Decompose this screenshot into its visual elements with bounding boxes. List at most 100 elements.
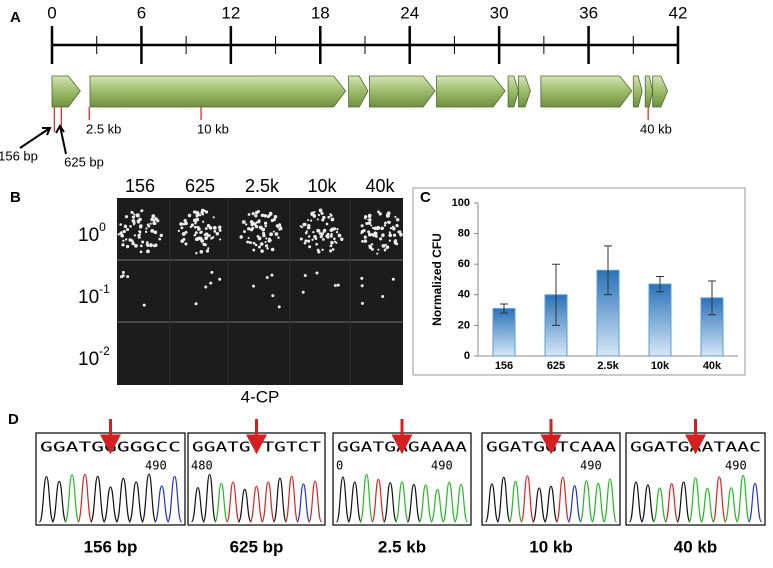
- scale-label: 0: [47, 3, 56, 22]
- colony: [263, 221, 268, 225]
- colony: [360, 284, 364, 288]
- colony: [184, 242, 188, 246]
- colony: [255, 221, 258, 224]
- colony: [213, 230, 217, 233]
- colony: [380, 226, 384, 231]
- colony: [121, 270, 125, 274]
- colony: [374, 235, 378, 238]
- colony: [122, 239, 125, 242]
- colony: [301, 290, 305, 294]
- colony: [388, 231, 392, 234]
- colony: [200, 239, 205, 243]
- trace-peak: [383, 482, 398, 523]
- colony: [333, 284, 337, 288]
- trace-peak: [628, 481, 644, 523]
- trace-label: 2.5 kb: [378, 537, 426, 556]
- colony: [255, 210, 259, 215]
- trace-peak: [555, 476, 570, 523]
- colony: [258, 245, 261, 249]
- mutation-arrow: [246, 419, 267, 455]
- colony: [146, 249, 150, 254]
- scale-label: 18: [311, 3, 330, 22]
- colony: [250, 241, 253, 244]
- colony: [149, 222, 152, 225]
- colony: [307, 239, 311, 243]
- colony: [304, 239, 308, 243]
- colony: [120, 231, 123, 234]
- colony: [267, 239, 271, 243]
- trace-peak: [700, 487, 715, 523]
- colony: [322, 238, 325, 241]
- colony: [142, 303, 146, 307]
- colony: [320, 211, 324, 215]
- trace-peak: [77, 473, 93, 523]
- colony: [277, 305, 281, 309]
- trace-peak: [406, 483, 421, 523]
- gene-arrow: [652, 75, 669, 108]
- trace-peak: [128, 481, 144, 523]
- colony: [360, 301, 364, 305]
- scale-label: 12: [221, 3, 240, 22]
- pointer-arrow: [55, 124, 67, 155]
- colony: [303, 241, 307, 245]
- trace-peak: [591, 482, 606, 523]
- panel-label: A: [10, 9, 21, 26]
- colony: [318, 208, 323, 213]
- trace-position: 0: [336, 459, 343, 473]
- colony: [185, 231, 188, 234]
- colony: [360, 276, 364, 280]
- colony: [187, 213, 192, 218]
- colony: [196, 225, 200, 229]
- trace-peak: [442, 481, 457, 523]
- colony: [138, 230, 141, 233]
- colony: [383, 248, 387, 252]
- trace-peak: [508, 480, 523, 523]
- colony: [330, 217, 335, 222]
- colony: [397, 230, 401, 234]
- insertion-label: 40 kb: [640, 121, 672, 136]
- colony: [365, 221, 369, 225]
- scale-label: 24: [400, 3, 419, 22]
- trace-peak: [214, 482, 229, 523]
- colony: [395, 242, 399, 246]
- colony: [330, 240, 334, 245]
- colony: [249, 227, 254, 232]
- colony: [202, 242, 206, 246]
- trace-peak: [284, 475, 299, 523]
- gene-arrow: [348, 75, 369, 108]
- colony: [373, 226, 378, 231]
- scale-label: 36: [579, 3, 598, 22]
- trace-peak: [496, 476, 511, 523]
- colony: [302, 222, 306, 227]
- colony: [270, 247, 275, 252]
- trace-peak: [335, 476, 350, 523]
- colony: [257, 219, 261, 224]
- colony: [329, 234, 333, 238]
- colony: [137, 233, 141, 237]
- gene-arrow: [632, 75, 643, 108]
- colony: [189, 225, 193, 229]
- colony: [264, 244, 269, 248]
- colony: [182, 237, 186, 241]
- colony: [360, 232, 363, 235]
- colony: [194, 231, 198, 235]
- plate-row-label: 100: [78, 220, 106, 246]
- colony: [361, 240, 364, 243]
- colony: [332, 227, 337, 231]
- colony: [367, 218, 370, 221]
- colony: [252, 248, 256, 252]
- colony: [265, 275, 269, 279]
- colony: [387, 220, 391, 225]
- gene-arrow: [507, 75, 519, 108]
- trace-peak: [454, 483, 469, 523]
- colony: [159, 233, 163, 238]
- colony: [274, 232, 279, 236]
- colony: [246, 240, 250, 244]
- colony: [218, 277, 222, 281]
- colony: [331, 248, 335, 251]
- trace-position: 480: [191, 459, 213, 473]
- trace-peak: [347, 481, 362, 523]
- colony: [330, 232, 333, 236]
- colony: [146, 223, 150, 226]
- trace-label: 10 kb: [529, 537, 572, 556]
